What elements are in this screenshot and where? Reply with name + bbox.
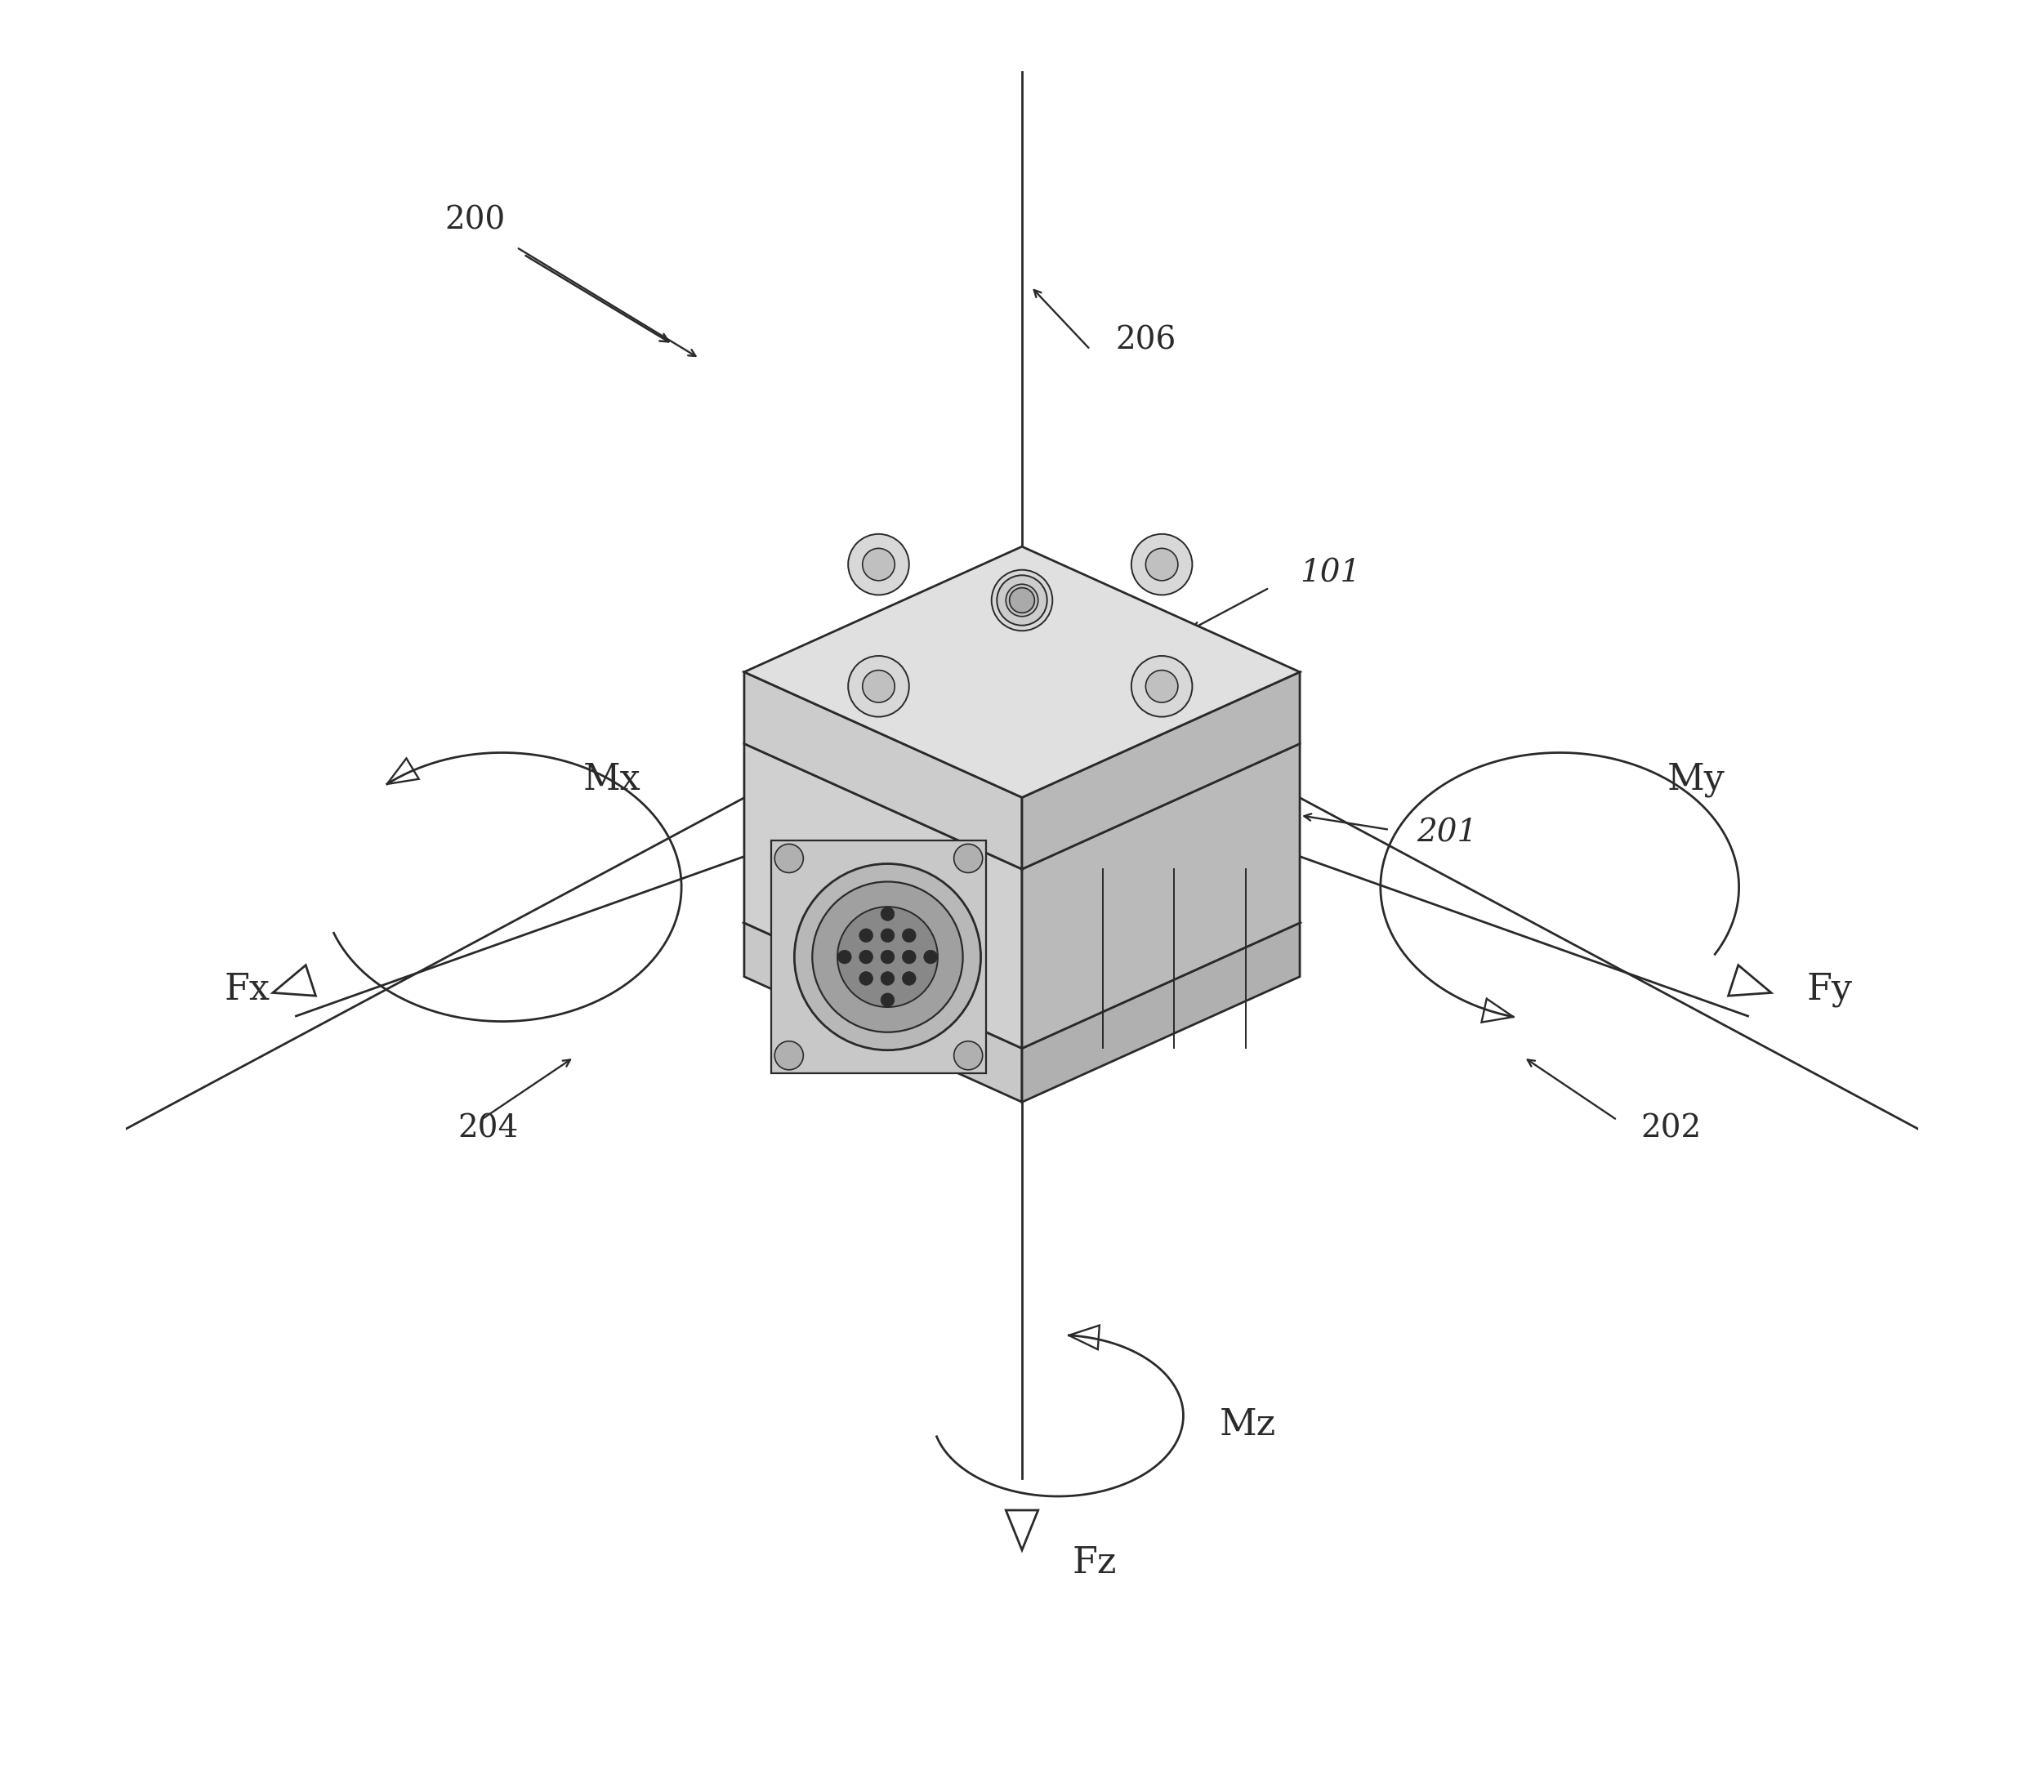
Circle shape (848, 656, 910, 717)
Polygon shape (744, 672, 1022, 869)
Text: My: My (1668, 762, 1725, 797)
Circle shape (901, 928, 916, 943)
Circle shape (1010, 588, 1034, 613)
Polygon shape (1022, 744, 1300, 1048)
Circle shape (863, 670, 895, 702)
Text: Fx: Fx (225, 971, 270, 1007)
Circle shape (1147, 548, 1177, 581)
Text: 204: 204 (458, 1115, 519, 1143)
Circle shape (881, 993, 895, 1007)
Polygon shape (744, 797, 1300, 1048)
Circle shape (955, 844, 983, 873)
Circle shape (1130, 656, 1192, 717)
Circle shape (838, 950, 852, 964)
Circle shape (881, 950, 895, 964)
Circle shape (901, 950, 916, 964)
Circle shape (795, 864, 981, 1050)
Circle shape (997, 575, 1047, 625)
Circle shape (858, 950, 873, 964)
Circle shape (1147, 670, 1177, 702)
Text: 206: 206 (1116, 326, 1175, 355)
Circle shape (1130, 534, 1192, 595)
Circle shape (811, 882, 963, 1032)
Text: Mx: Mx (583, 762, 640, 797)
Circle shape (901, 971, 916, 986)
Circle shape (838, 907, 938, 1007)
Text: 200: 200 (446, 206, 505, 235)
Text: 201: 201 (1416, 819, 1478, 848)
Text: Fz: Fz (1073, 1545, 1116, 1581)
Circle shape (881, 971, 895, 986)
Polygon shape (744, 923, 1022, 1102)
Polygon shape (1022, 923, 1300, 1102)
Circle shape (863, 548, 895, 581)
Circle shape (858, 971, 873, 986)
Circle shape (775, 1041, 803, 1070)
Circle shape (858, 928, 873, 943)
Text: Fy: Fy (1807, 971, 1852, 1007)
Text: Mz: Mz (1218, 1407, 1275, 1443)
Circle shape (848, 534, 910, 595)
Polygon shape (771, 840, 985, 1073)
Circle shape (881, 907, 895, 921)
Circle shape (924, 950, 938, 964)
Circle shape (955, 1041, 983, 1070)
Polygon shape (1022, 672, 1300, 869)
Polygon shape (744, 744, 1022, 1048)
Polygon shape (744, 547, 1300, 797)
Text: 202: 202 (1641, 1115, 1701, 1143)
Circle shape (775, 844, 803, 873)
Text: 101: 101 (1300, 559, 1361, 588)
Circle shape (1006, 584, 1038, 616)
Circle shape (881, 928, 895, 943)
Circle shape (991, 570, 1053, 631)
